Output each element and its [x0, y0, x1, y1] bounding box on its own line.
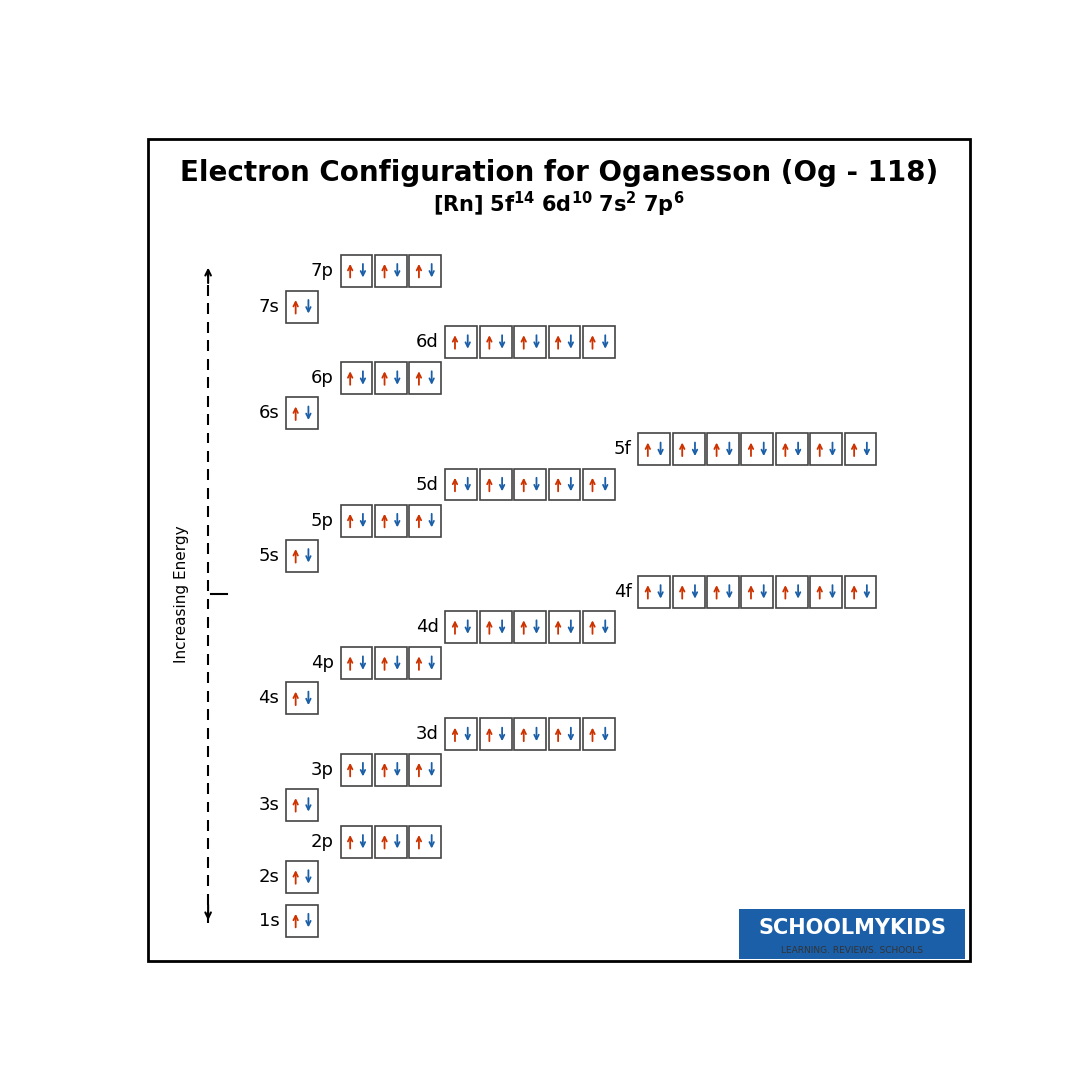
Bar	[548, 719, 581, 750]
Bar	[810, 576, 843, 608]
Bar	[286, 788, 318, 821]
Bar	[583, 326, 615, 358]
Text: 4f: 4f	[614, 583, 631, 601]
Bar	[845, 433, 876, 465]
Bar	[410, 825, 441, 858]
Bar	[673, 433, 704, 465]
Bar	[480, 468, 511, 501]
Bar	[480, 719, 511, 750]
Text: 4p: 4p	[311, 654, 334, 672]
Bar	[480, 326, 511, 358]
Text: LEARNING. REVIEWS. SCHOOLS: LEARNING. REVIEWS. SCHOOLS	[782, 945, 923, 955]
Bar	[375, 363, 407, 394]
Bar	[410, 754, 441, 785]
Bar	[446, 611, 477, 643]
Bar	[776, 433, 808, 465]
Bar	[583, 468, 615, 501]
Text: 3d: 3d	[416, 725, 438, 744]
Bar	[410, 255, 441, 286]
Bar	[340, 647, 373, 680]
Bar	[514, 326, 546, 358]
Bar	[639, 433, 670, 465]
Text: 4s: 4s	[258, 689, 279, 708]
Bar	[340, 255, 373, 286]
Bar	[410, 504, 441, 537]
Bar	[810, 433, 843, 465]
Bar	[514, 719, 546, 750]
Bar	[375, 255, 407, 286]
Bar	[480, 611, 511, 643]
Bar	[410, 363, 441, 394]
Text: 3p: 3p	[311, 760, 334, 779]
Bar	[673, 576, 704, 608]
Text: 1s: 1s	[258, 911, 279, 930]
Bar	[548, 326, 581, 358]
Bar	[340, 754, 373, 785]
Bar	[375, 754, 407, 785]
Text: 7s: 7s	[258, 297, 279, 316]
Text: 5f: 5f	[614, 440, 631, 458]
Bar	[340, 504, 373, 537]
Text: $\mathbf{[Rn]\ 5f^{14}\ 6d^{10}\ 7s^{2}\ 7p^{6}}$: $\mathbf{[Rn]\ 5f^{14}\ 6d^{10}\ 7s^{2}\…	[433, 189, 685, 219]
Text: 6s: 6s	[258, 404, 279, 423]
Bar	[583, 611, 615, 643]
Text: 3s: 3s	[258, 796, 279, 813]
Bar	[340, 363, 373, 394]
Bar	[639, 576, 670, 608]
Text: 5p: 5p	[311, 512, 334, 529]
Bar	[707, 433, 739, 465]
Bar	[583, 719, 615, 750]
Bar	[375, 504, 407, 537]
Text: Increasing Energy: Increasing Energy	[173, 525, 189, 663]
Bar	[286, 540, 318, 572]
Bar	[514, 468, 546, 501]
Bar	[286, 905, 318, 937]
Bar	[548, 468, 581, 501]
Bar	[286, 397, 318, 429]
Text: 5d: 5d	[416, 476, 438, 493]
Text: 2p: 2p	[311, 833, 334, 851]
Text: 4d: 4d	[416, 619, 438, 636]
Bar	[739, 909, 966, 959]
Bar	[286, 861, 318, 893]
Bar	[776, 576, 808, 608]
Text: 6d: 6d	[416, 333, 438, 351]
Bar	[548, 611, 581, 643]
Bar	[286, 683, 318, 714]
Bar	[375, 647, 407, 680]
Bar	[741, 433, 773, 465]
Bar	[741, 576, 773, 608]
Text: SCHOOLMYKIDS: SCHOOLMYKIDS	[759, 918, 946, 938]
Bar	[375, 825, 407, 858]
Text: 2s: 2s	[258, 868, 279, 886]
Bar	[410, 647, 441, 680]
Bar	[340, 825, 373, 858]
Bar	[514, 611, 546, 643]
Text: 7p: 7p	[311, 261, 334, 280]
Bar	[446, 468, 477, 501]
Bar	[446, 326, 477, 358]
Text: 5s: 5s	[258, 547, 279, 565]
Text: 6p: 6p	[311, 369, 334, 387]
Text: Electron Configuration for Oganesson (Og - 118): Electron Configuration for Oganesson (Og…	[180, 159, 937, 186]
Bar	[845, 576, 876, 608]
Bar	[446, 719, 477, 750]
Bar	[286, 291, 318, 322]
Bar	[707, 576, 739, 608]
